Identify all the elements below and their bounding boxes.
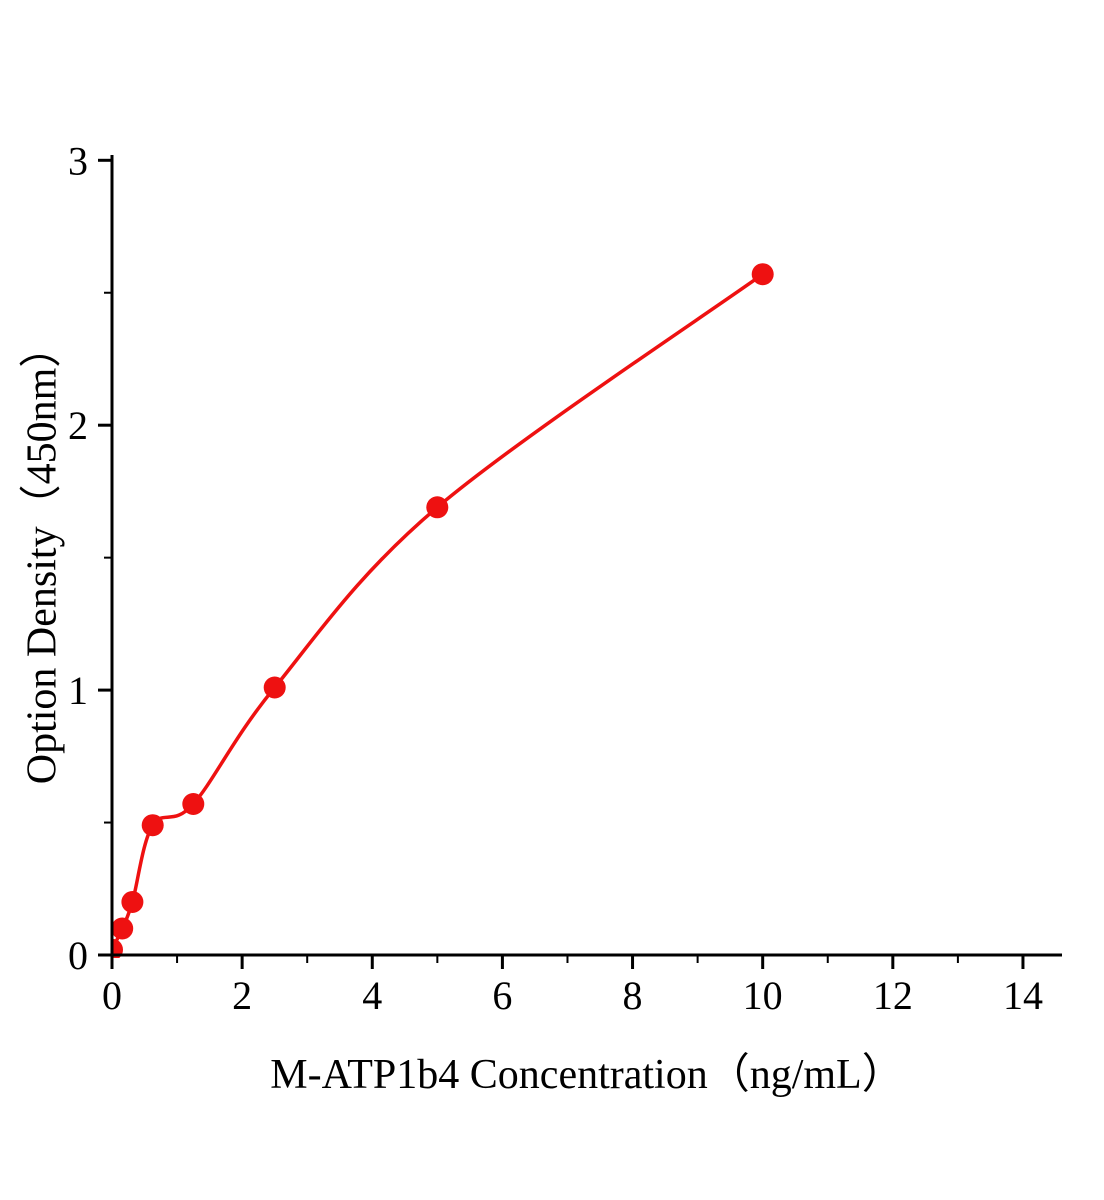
x-tick-label: 4 (362, 973, 382, 1018)
x-tick-label: 8 (623, 973, 643, 1018)
data-point (182, 793, 205, 815)
data-point (111, 938, 123, 958)
data-point (263, 676, 286, 699)
x-axis-title: M-ATP1b4 Concentration（ng/mL） (270, 1052, 904, 1098)
data-point (141, 814, 164, 837)
axes (110, 155, 1062, 957)
x-tick-label: 0 (102, 973, 122, 1018)
y-tick-label: 0 (68, 933, 88, 978)
y-tick-label: 1 (68, 668, 88, 713)
fit-curve (111, 272, 765, 952)
x-tick-label: 10 (743, 973, 783, 1018)
y-axis-title: Option Density（450nm） (19, 325, 66, 785)
data-point (111, 917, 134, 940)
data-point (426, 496, 449, 519)
x-tick-label: 2 (232, 973, 252, 1018)
y-tick-label: 2 (68, 403, 88, 448)
y-tick-label: 3 (68, 138, 88, 183)
data-point (121, 891, 144, 913)
data-layer (111, 263, 774, 958)
x-tick-label: 12 (873, 973, 913, 1018)
data-point (751, 263, 774, 286)
x-tick-label: 14 (1003, 973, 1043, 1018)
x-tick-label: 6 (492, 973, 512, 1018)
